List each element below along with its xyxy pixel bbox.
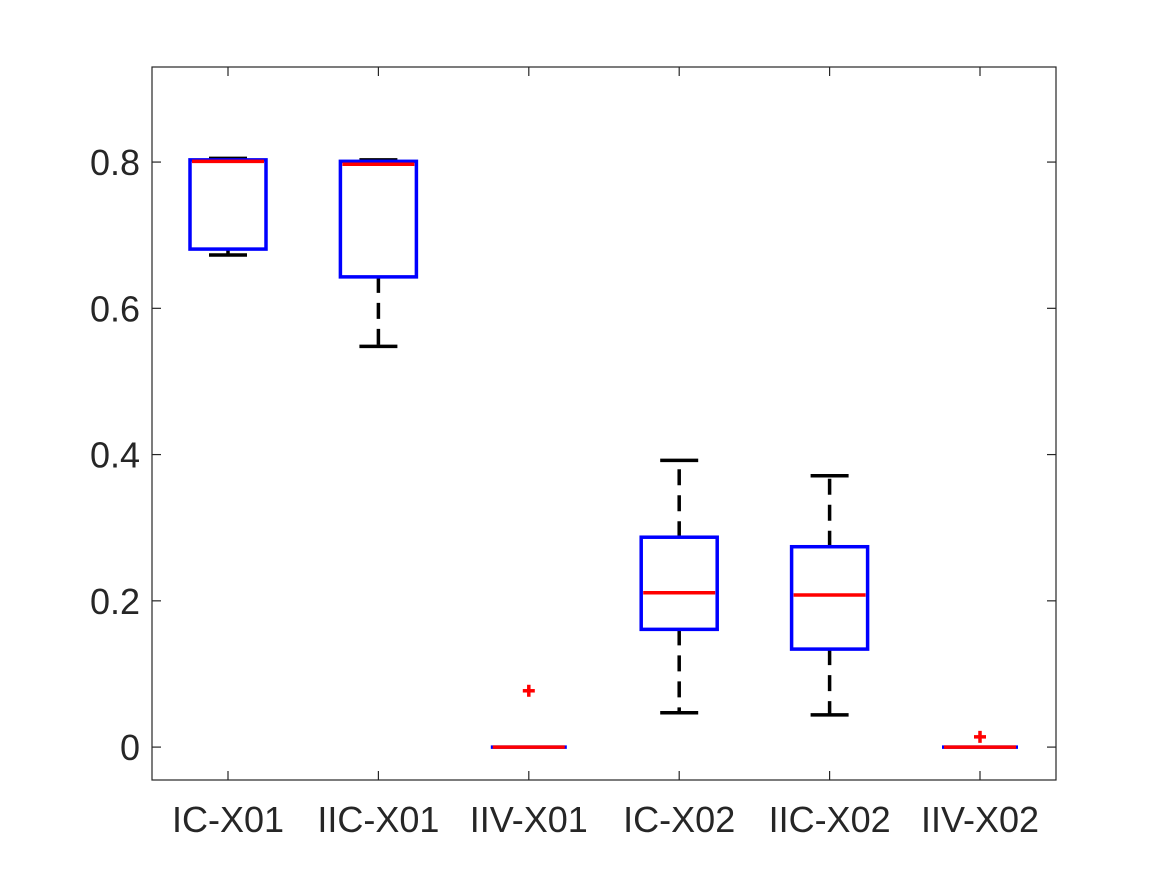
box-iqr	[789, 544, 870, 651]
box-iic-x01	[338, 158, 419, 349]
box-iqr	[338, 159, 419, 279]
box-ic-x02	[639, 458, 719, 715]
outlier-marker	[974, 730, 986, 743]
y-tick-label: 0.2	[90, 581, 140, 622]
box-iiv-x02	[942, 730, 1018, 749]
x-tick-label: IC-X01	[172, 799, 284, 840]
y-tick-label: 0.8	[90, 142, 140, 183]
plot-area	[151, 66, 1057, 781]
box-ic-x01	[188, 156, 268, 257]
x-tick-label: IIV-X01	[470, 799, 588, 840]
y-tick-label: 0.4	[90, 435, 140, 476]
tick-labels: 0 0.2 0.4 0.6 0.8 IC-X01 IIC-X01 IIV-X01 IC-X02 I…	[90, 142, 1039, 840]
y-tick-label: 0.6	[90, 288, 140, 329]
y-tick-label: 0	[120, 727, 140, 768]
box-iiv-x01	[490, 684, 567, 749]
box-iqr	[639, 535, 719, 632]
outlier-marker	[522, 684, 535, 697]
box-series	[188, 156, 1018, 749]
x-tick-label: IIV-X02	[921, 799, 1039, 840]
x-tick-label: IIC-X01	[317, 799, 439, 840]
box-iic-x02	[789, 474, 870, 717]
x-tick-label: IIC-X02	[769, 799, 891, 840]
x-tick-label: IC-X02	[623, 799, 735, 840]
axis-ticks	[152, 67, 1056, 780]
